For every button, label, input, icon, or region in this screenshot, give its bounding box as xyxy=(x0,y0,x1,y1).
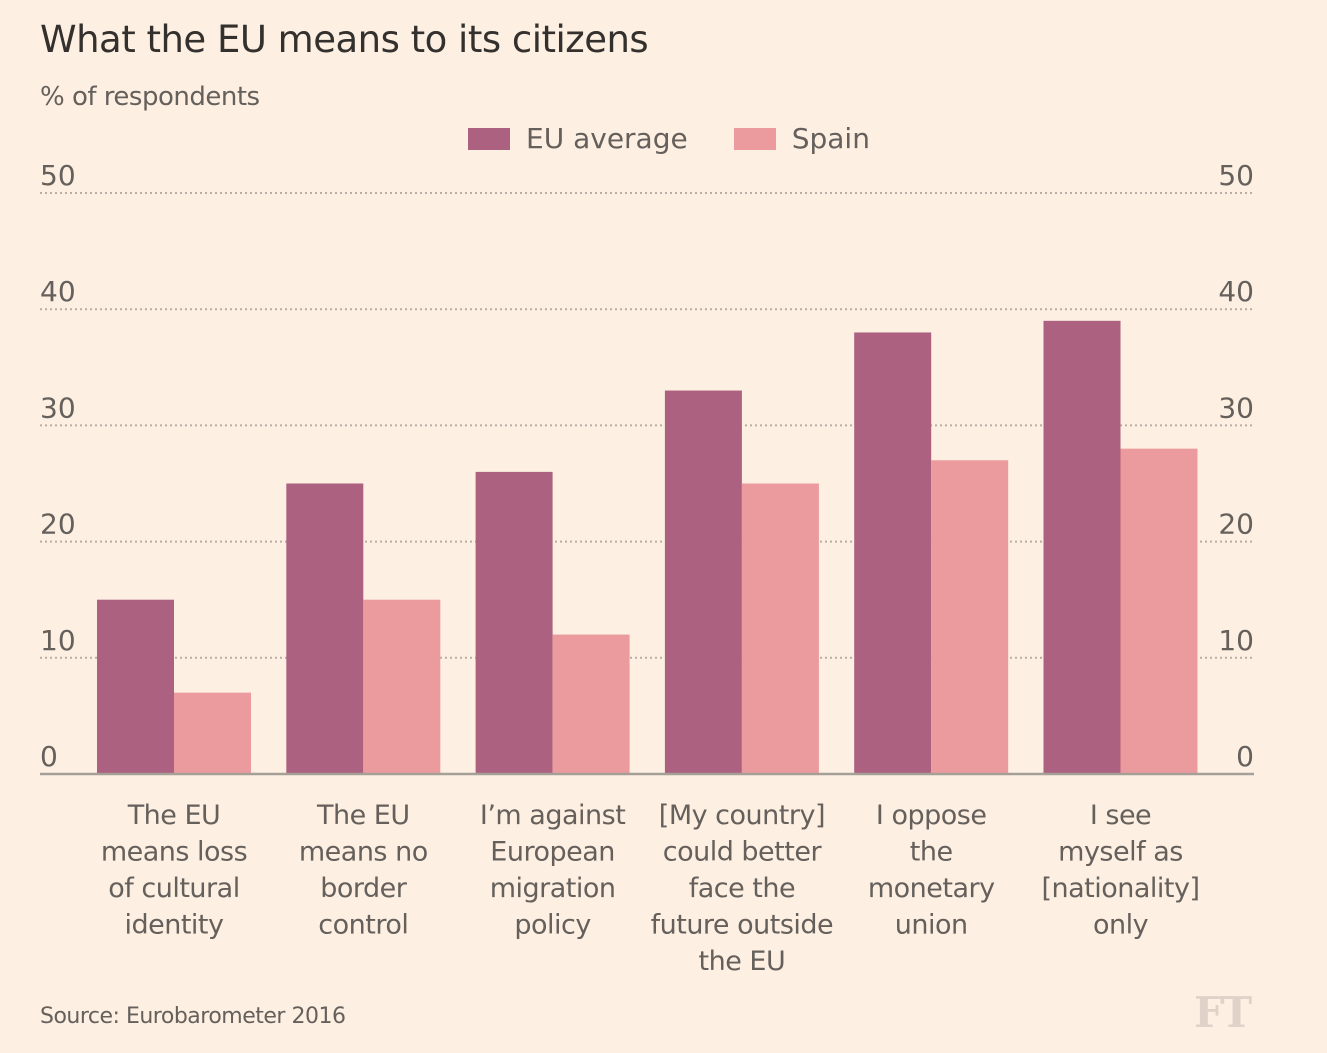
legend-swatch-eu-average xyxy=(468,127,510,150)
y-tick-label-right: 20 xyxy=(1218,508,1254,541)
y-tick-label-left: 10 xyxy=(40,624,76,657)
legend-label-spain: Spain xyxy=(791,122,870,155)
x-category-label: the xyxy=(910,837,953,868)
bar-spain xyxy=(931,460,1009,774)
x-category-label: [nationality] xyxy=(1041,873,1199,904)
x-category-label: border xyxy=(320,873,408,904)
y-tick-label-right: 30 xyxy=(1218,391,1254,424)
y-tick-label-left: 0 xyxy=(40,740,58,773)
x-category-label: [My country] xyxy=(659,800,825,831)
y-tick-label-right: 50 xyxy=(1218,159,1254,192)
x-category-label: face the xyxy=(689,873,795,904)
bar-eu-average xyxy=(286,483,364,774)
x-category-label: of cultural xyxy=(108,873,239,904)
x-category-label: monetary xyxy=(868,873,995,904)
chart-subtitle: % of respondents xyxy=(40,82,260,112)
y-tick-label-left: 50 xyxy=(40,159,76,192)
x-category-label: only xyxy=(1093,910,1149,941)
bar-eu-average xyxy=(664,390,742,774)
y-tick-label-right: 40 xyxy=(1218,275,1254,308)
legend-swatch-spain xyxy=(733,127,776,150)
x-category-label: I oppose xyxy=(876,800,987,831)
bar-spain xyxy=(1120,448,1198,774)
y-tick-label-left: 40 xyxy=(40,275,76,308)
bar-spain xyxy=(174,692,251,774)
x-category-label: European xyxy=(490,837,615,868)
bar-spain xyxy=(363,599,441,774)
legend-label-eu-average: EU average xyxy=(526,122,688,155)
source-note: Source: Eurobarometer 2016 xyxy=(40,1004,346,1029)
x-category-label: could better xyxy=(663,837,823,868)
x-category-label: I’m against xyxy=(480,800,625,831)
y-tick-label-left: 20 xyxy=(40,508,76,541)
bar-eu-average xyxy=(97,599,174,774)
x-category-label: migration xyxy=(490,873,616,904)
ft-logo: FT xyxy=(1194,988,1252,1037)
legend: EU average Spain xyxy=(468,122,916,155)
x-category-label: The EU xyxy=(316,800,410,831)
x-category-label: the EU xyxy=(699,946,786,977)
legend-item-spain: Spain xyxy=(733,122,870,155)
bar-spain xyxy=(552,634,630,774)
x-category-label: myself as xyxy=(1058,837,1183,868)
x-category-label: means loss xyxy=(101,837,247,868)
y-tick-label-left: 30 xyxy=(40,391,76,424)
y-tick-label-right: 10 xyxy=(1218,624,1254,657)
x-category-label: union xyxy=(895,910,968,941)
legend-item-eu-average: EU average xyxy=(468,122,688,155)
x-category-label: means no xyxy=(299,837,428,868)
bar-eu-average xyxy=(1043,320,1121,774)
bar-eu-average xyxy=(475,471,553,774)
x-category-label: identity xyxy=(124,910,224,941)
x-category-label: control xyxy=(318,910,408,941)
x-category-label: The EU xyxy=(127,800,221,831)
chart-title: What the EU means to its citizens xyxy=(40,18,649,61)
x-category-label: future outside xyxy=(651,910,834,941)
x-category-label: policy xyxy=(514,910,591,941)
bar-spain xyxy=(741,483,819,774)
bar-eu-average xyxy=(854,332,932,774)
x-category-label: I see xyxy=(1090,800,1151,831)
y-tick-label-right: 0 xyxy=(1236,740,1254,773)
